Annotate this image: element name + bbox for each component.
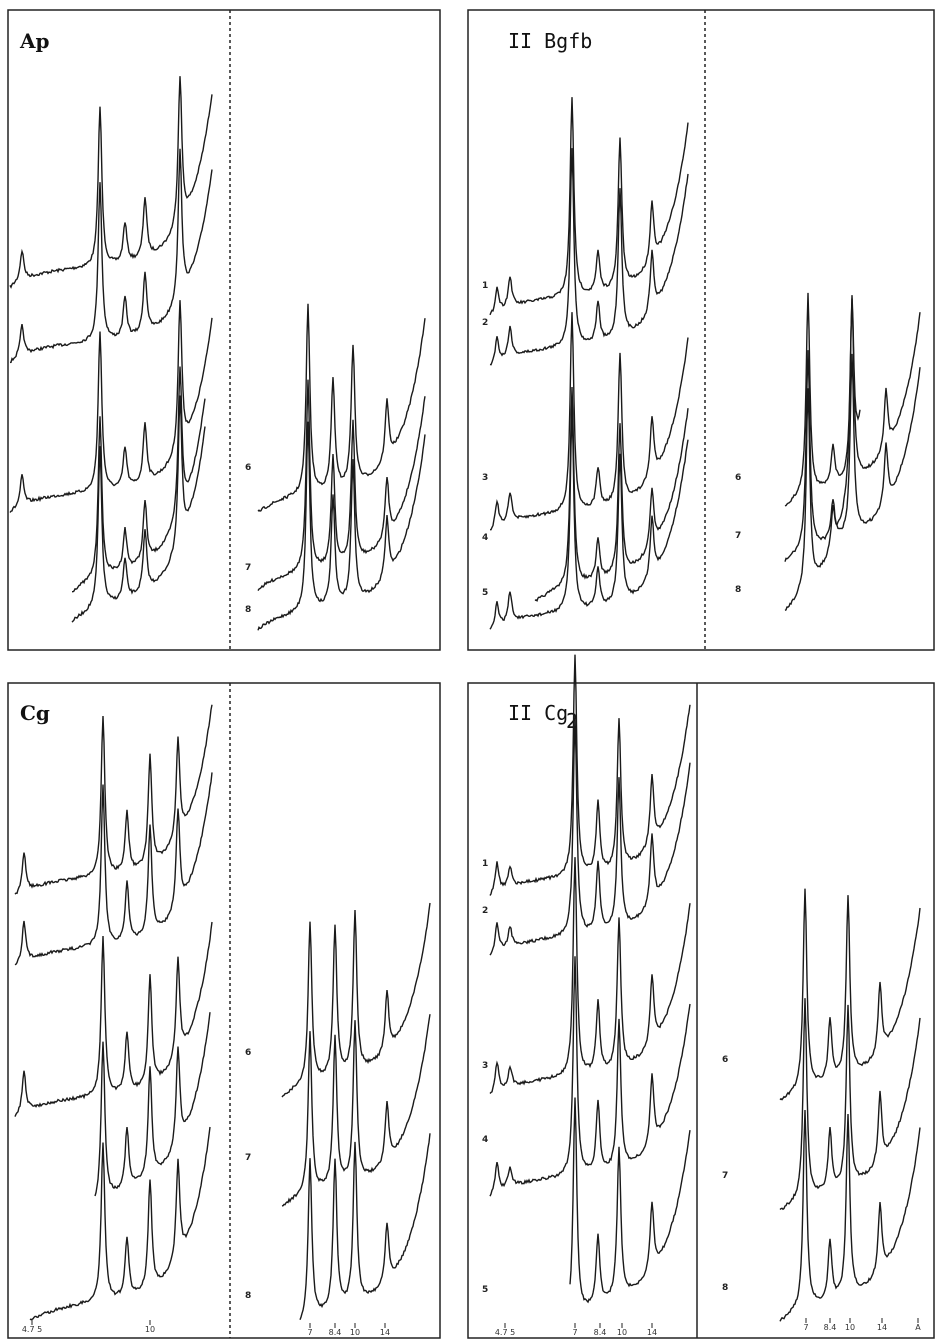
tick-label: 14 <box>380 1328 390 1337</box>
xrd-trace <box>784 350 921 562</box>
xrd-trace <box>9 148 213 364</box>
trace-label: 8 <box>722 1283 728 1293</box>
trace-label: 2 <box>482 906 488 916</box>
xrd-trace <box>71 395 206 623</box>
tick-label: 4.7 5 <box>22 1325 42 1334</box>
xrd-trace <box>281 902 431 1098</box>
xrd-trace <box>489 97 689 316</box>
panel-frame <box>467 682 935 1339</box>
tick-label: A <box>915 1323 921 1332</box>
xrd-trace <box>489 956 691 1197</box>
trace-label: 1 <box>482 281 488 291</box>
xrd-trace <box>9 300 213 513</box>
xrd-trace <box>784 295 861 612</box>
tick-label: 10 <box>145 1325 155 1334</box>
tick-label: 10 <box>617 1328 627 1337</box>
trace-label: 5 <box>482 1285 488 1295</box>
xrd-trace <box>72 366 206 593</box>
trace-label: 6 <box>245 1048 251 1058</box>
trace-label: 6 <box>245 463 251 473</box>
xrd-trace <box>299 1133 431 1321</box>
xrd-trace <box>94 1012 211 1197</box>
tick-label: 7 <box>572 1328 577 1337</box>
xrd-trace <box>489 857 691 1094</box>
panel-title: II Cg <box>508 701 568 725</box>
tick-label: 7 <box>803 1323 808 1332</box>
xrd-trace <box>14 772 213 966</box>
trace-label: 7 <box>245 1153 251 1163</box>
xrd-trace <box>779 1109 921 1322</box>
trace-label: 8 <box>245 605 251 615</box>
trace-label: 7 <box>722 1171 728 1181</box>
xrd-trace <box>489 411 689 630</box>
xrd-trace <box>257 421 426 631</box>
xrd-trace <box>257 303 426 512</box>
trace-label: 8 <box>245 1291 251 1301</box>
tick-label: 10 <box>350 1328 360 1337</box>
xrd-trace <box>779 888 921 1101</box>
frames <box>7 9 935 1339</box>
xrd-trace <box>490 312 689 531</box>
xrd-trace <box>9 76 213 289</box>
xrd-trace <box>489 148 689 366</box>
xrd-trace <box>489 715 691 956</box>
xrd-trace <box>29 1126 211 1321</box>
xrd-trace <box>257 379 426 591</box>
tick-label: 14 <box>877 1323 887 1332</box>
trace-label: 7 <box>735 531 741 541</box>
tick-label: 7 <box>307 1328 312 1337</box>
tick-label: 14 <box>647 1328 657 1337</box>
tick-label: 10 <box>845 1323 855 1332</box>
trace-label: 6 <box>722 1055 728 1065</box>
trace-label: 2 <box>482 318 488 328</box>
tick-label: 4.7 5 <box>495 1328 515 1337</box>
xrd-trace <box>281 1014 431 1207</box>
xrd-trace <box>489 654 691 896</box>
xrd-trace <box>14 921 213 1117</box>
trace-label: 4 <box>482 533 488 543</box>
trace-label: 4 <box>482 1135 488 1145</box>
trace-label: 5 <box>482 588 488 598</box>
trace-label: 3 <box>482 1061 488 1071</box>
tick-label: 8.4 <box>329 1328 342 1337</box>
trace-label: 7 <box>245 563 251 573</box>
panel-frame <box>467 9 935 651</box>
tick-label: 8.4 <box>594 1328 607 1337</box>
panel-frame <box>7 682 441 1339</box>
xrd-trace <box>569 1097 691 1304</box>
xrd-trace <box>779 998 921 1211</box>
panel-title: Ap <box>19 29 50 53</box>
trace-label: 6 <box>735 473 741 483</box>
trace-label: 1 <box>482 859 488 869</box>
xrd-trace <box>14 704 213 895</box>
panel-title: Cg <box>20 701 50 725</box>
xrd-trace <box>534 386 689 603</box>
trace-label: 8 <box>735 585 741 595</box>
panel-title: II Bgfb <box>508 29 592 53</box>
panel-frame <box>7 9 441 651</box>
tick-label: 8.4 <box>824 1323 837 1332</box>
trace-label: 3 <box>482 473 488 483</box>
